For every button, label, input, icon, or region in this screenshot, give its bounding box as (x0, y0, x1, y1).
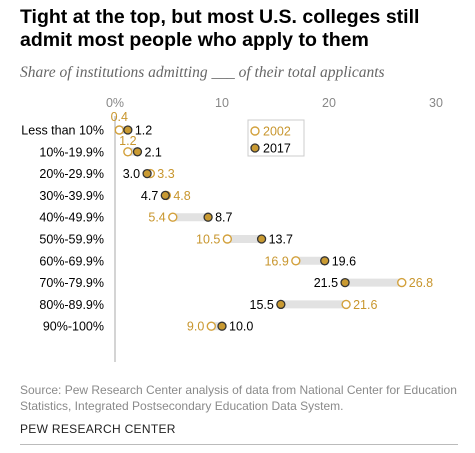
marker-2017 (256, 234, 267, 244)
data-label-2017: 4.7 (141, 189, 158, 203)
category-label: 70%-79.9% (39, 276, 104, 290)
category-label: 90%-100% (43, 320, 104, 334)
data-label-2017: 13.7 (269, 233, 293, 247)
category-label: 50%-59.9% (39, 233, 104, 247)
x-tick-label: 10 (215, 96, 229, 110)
bottom-rule (20, 444, 458, 445)
marker-2017 (340, 277, 350, 288)
category-label: Less than 10% (21, 124, 104, 138)
org-name: PEW RESEARCH CENTER (20, 422, 176, 436)
marker-2002 (168, 212, 178, 222)
marker-2002 (114, 125, 124, 135)
marker-2002 (123, 147, 133, 157)
chart-subtitle: Share of institutions admitting ___ of t… (20, 64, 385, 81)
data-label-2002: 0.4 (111, 110, 128, 124)
data-label-2017: 2.1 (144, 145, 161, 159)
data-label-2002: 10.5 (196, 233, 220, 247)
x-tick-label: 30 (429, 96, 443, 110)
dot-plot-chart: 0% 10 20 30 Less than 10% 0.4 1.2 10%-19.9% 1.2 2… (21, 96, 443, 362)
source-note: Source: Pew Research Center analysis of … (20, 383, 457, 413)
data-label-2017: 10.0 (229, 320, 253, 334)
marker-2017 (203, 212, 213, 222)
category-label: 10%-19.9% (39, 145, 104, 159)
marker-2002 (341, 299, 351, 310)
data-label-2002: 21.6 (353, 298, 377, 312)
legend-marker-2002 (250, 126, 260, 136)
category-label: 60%-69.9% (39, 254, 104, 268)
data-label-2017: 15.5 (250, 298, 274, 312)
data-label-2002: 5.4 (148, 211, 165, 225)
legend-marker-2017 (250, 143, 260, 153)
marker-2017 (142, 168, 152, 179)
x-tick-label: 20 (322, 96, 336, 110)
data-label-2002: 16.9 (264, 254, 288, 268)
data-label-2002: 26.8 (409, 276, 433, 290)
marker-2017 (217, 321, 227, 331)
data-label-2017: 3.0 (123, 167, 140, 181)
marker-2002 (206, 321, 217, 331)
data-label-2017: 21.5 (314, 276, 338, 290)
legend-label-2002: 2002 (263, 125, 291, 139)
data-label-2002: 1.2 (119, 134, 136, 148)
category-label: 30%-39.9% (39, 189, 104, 203)
marker-2002 (222, 234, 233, 244)
category-label: 40%-49.9% (39, 211, 104, 225)
legend-label-2017: 2017 (263, 142, 291, 156)
data-label-2017: 1.2 (135, 124, 152, 138)
marker-2017 (132, 147, 143, 157)
data-label-2002: 9.0 (187, 320, 204, 334)
marker-2017 (160, 190, 170, 201)
marker-2017 (276, 299, 286, 310)
category-label: 20%-29.9% (39, 167, 104, 181)
data-label-2002: 4.8 (173, 189, 190, 203)
x-tick-label: 0% (106, 96, 124, 110)
chart-title: Tight at the top, but most U.S. colleges… (20, 6, 420, 51)
data-label-2002: 3.3 (157, 167, 174, 181)
marker-2002 (397, 277, 407, 288)
data-label-2017: 19.6 (332, 254, 356, 268)
marker-2002 (291, 256, 301, 266)
data-label-2017: 8.7 (215, 211, 232, 225)
category-label: 80%-89.9% (39, 298, 104, 312)
marker-2017 (320, 256, 330, 266)
marker-2017 (123, 125, 133, 135)
